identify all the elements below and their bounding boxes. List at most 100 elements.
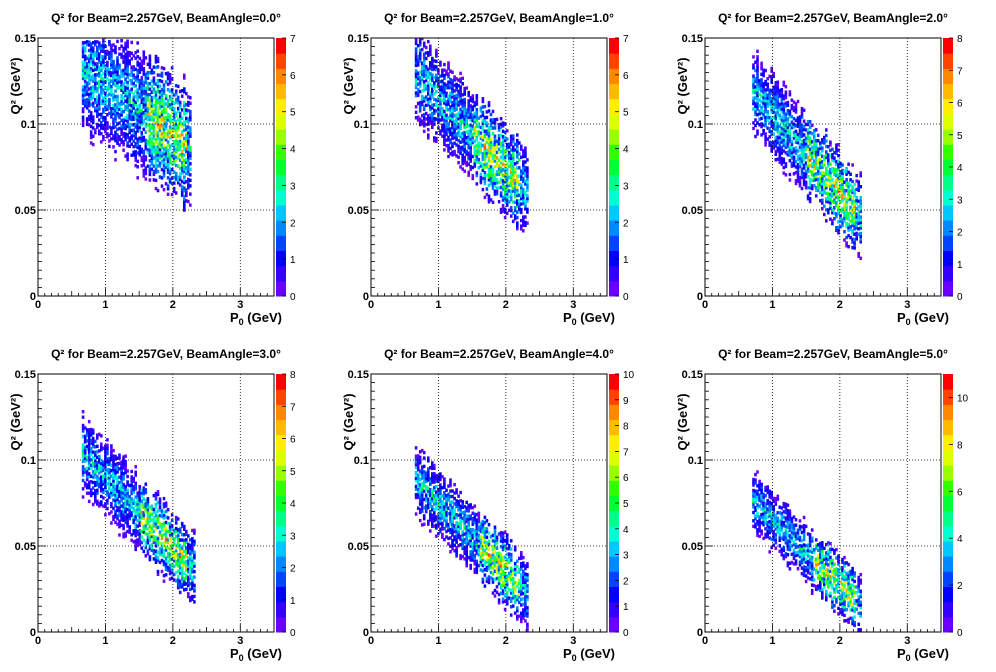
heatmap-cell <box>164 182 168 186</box>
heatmap-cell <box>485 110 489 114</box>
heatmap-cell <box>183 73 186 77</box>
heatmap-cell <box>455 107 458 111</box>
heatmap-cell <box>782 157 786 161</box>
heatmap-cell <box>172 129 176 133</box>
heatmap-cell <box>455 154 458 158</box>
heatmap-cell <box>770 146 773 150</box>
heatmap-cell <box>453 108 456 112</box>
heatmap-cell <box>128 122 131 126</box>
heatmap-cell <box>453 130 456 134</box>
heatmap-cell <box>429 74 432 79</box>
heatmap-cell <box>427 116 430 121</box>
heatmap-cell <box>505 162 509 166</box>
heatmap-cell <box>520 227 523 231</box>
heatmap-cell <box>106 93 109 98</box>
heatmap-cell <box>853 227 856 231</box>
heatmap-cell <box>146 538 150 542</box>
heatmap-cell <box>134 500 137 505</box>
heatmap-cell <box>487 109 491 113</box>
heatmap-cell <box>770 102 773 106</box>
heatmap-cell <box>166 148 170 152</box>
heatmap-cell <box>150 109 154 114</box>
heatmap-cell <box>477 116 481 120</box>
heatmap-cell <box>106 60 109 65</box>
heatmap-cell <box>89 463 93 467</box>
heatmap-cell <box>158 175 162 179</box>
heatmap-cell <box>810 184 814 188</box>
heatmap-cell <box>142 89 146 93</box>
heatmap-cell <box>808 131 812 135</box>
heatmap-cell <box>81 426 85 430</box>
heatmap-cell <box>431 106 434 110</box>
heatmap-cell <box>146 541 150 545</box>
heatmap-cell <box>168 95 172 99</box>
heatmap-cell <box>180 524 184 529</box>
heatmap-cell <box>816 158 820 162</box>
heatmap-cell <box>100 60 103 64</box>
heatmap-cell <box>467 137 470 142</box>
heatmap-cell <box>96 477 99 481</box>
heatmap-cell <box>796 141 800 145</box>
heatmap-cell <box>491 173 495 177</box>
heatmap-cell <box>774 92 778 96</box>
heatmap-cell <box>81 96 85 100</box>
heatmap-cell <box>168 552 172 556</box>
heatmap-cell <box>457 155 460 159</box>
heatmap-cell <box>102 47 105 51</box>
heatmap-cell <box>134 473 137 477</box>
heatmap-cell <box>81 429 85 433</box>
heatmap-cell <box>148 101 152 105</box>
heatmap-cell <box>447 154 450 159</box>
heatmap-cell <box>821 138 824 142</box>
heatmap-cell <box>142 80 146 85</box>
heatmap-cell <box>110 115 113 119</box>
heatmap-cell <box>174 89 178 93</box>
heatmap-cell <box>786 142 790 146</box>
heatmap-cell <box>189 563 192 567</box>
heatmap-cell <box>414 80 418 84</box>
colorbar-swatch <box>609 220 619 236</box>
heatmap-cell <box>100 464 103 468</box>
heatmap-cell <box>154 54 158 59</box>
heatmap-cell <box>463 103 466 107</box>
heatmap-cell <box>124 66 127 70</box>
heatmap-cell <box>91 428 95 432</box>
heatmap-cell <box>445 83 448 87</box>
heatmap-cell <box>493 181 497 185</box>
heatmap-cell <box>102 88 105 92</box>
heatmap-cell <box>511 137 515 141</box>
heatmap-cell <box>128 503 131 507</box>
heatmap-cell <box>443 62 446 67</box>
heatmap-cell <box>108 462 111 466</box>
heatmap-cell <box>85 70 89 74</box>
heatmap-cell <box>114 509 117 514</box>
heatmap-cell <box>112 492 115 497</box>
heatmap-cell <box>162 502 166 506</box>
heatmap-cell <box>87 81 91 86</box>
heatmap-cell <box>501 154 505 158</box>
heatmap-cell <box>110 488 113 492</box>
heatmap-cell <box>176 553 180 557</box>
colorbar-tick-label: 8 <box>957 34 963 45</box>
heatmap-cell <box>513 148 517 152</box>
heatmap-cell <box>191 581 194 585</box>
heatmap-cell <box>158 530 162 534</box>
heatmap-cell <box>110 79 113 83</box>
heatmap-cell <box>166 159 170 163</box>
heatmap-cell <box>98 79 101 84</box>
colorbar-tick-label: 0 <box>957 292 963 303</box>
heatmap-cell <box>441 107 444 111</box>
heatmap-cell <box>85 86 89 91</box>
heatmap-cell <box>780 126 784 130</box>
heatmap-cell <box>160 123 164 128</box>
heatmap-cell <box>120 465 123 470</box>
heatmap-cell <box>794 148 798 153</box>
heatmap-cell <box>164 526 168 530</box>
heatmap-cell <box>114 487 117 492</box>
heatmap-cell <box>433 139 436 143</box>
heatmap-cell <box>106 451 109 456</box>
heatmap-cell <box>106 471 109 475</box>
heatmap-cell <box>477 133 481 137</box>
heatmap-cell <box>174 546 178 550</box>
heatmap-cell <box>180 152 184 156</box>
